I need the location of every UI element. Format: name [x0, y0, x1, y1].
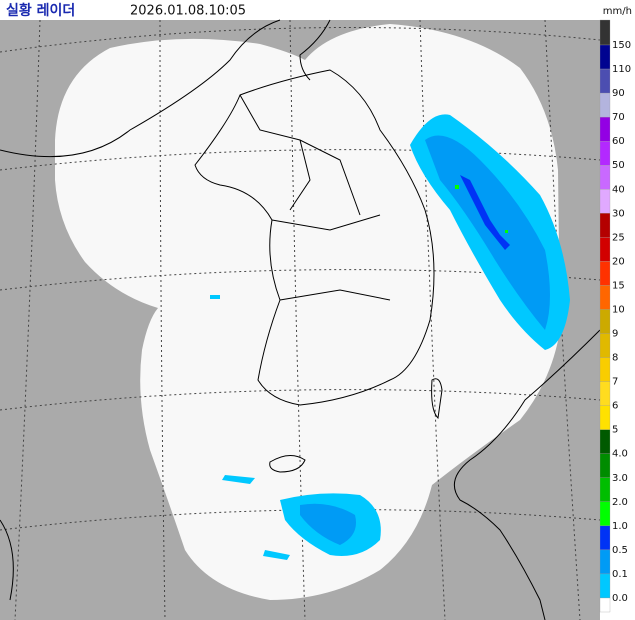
- legend-label: 25: [612, 232, 625, 243]
- legend-label: 6: [612, 401, 618, 412]
- legend-swatch: [599, 116, 611, 142]
- legend-swatch: [599, 381, 611, 406]
- legend-swatch: [599, 44, 611, 70]
- legend-label: 2.0: [612, 497, 628, 508]
- legend-label: 70: [612, 112, 625, 123]
- legend-swatch: [599, 429, 611, 454]
- legend-swatch: [599, 477, 611, 502]
- legend-swatch: [599, 237, 611, 262]
- legend-label: 10: [612, 304, 625, 315]
- legend-label: 5: [612, 425, 618, 436]
- legend-label: 40: [612, 184, 625, 195]
- legend-swatch: [599, 549, 611, 575]
- legend-swatch: [599, 19, 611, 46]
- legend-swatch: [599, 453, 611, 478]
- legend-label: 50: [612, 160, 625, 171]
- legend: 150 110 90 70 60 50 40 30 25 20 15 10 9 8 7 6 5 4.0 3.0 2.0…: [599, 19, 631, 613]
- header-bar: [0, 0, 635, 20]
- timestamp: 2026.01.08.10:05: [130, 4, 246, 19]
- legend-swatch: [599, 261, 611, 286]
- legend-label: 0.5: [612, 545, 628, 556]
- legend-unit: mm/h: [603, 6, 632, 17]
- legend-swatch: [599, 597, 611, 613]
- legend-label: 1.0: [612, 521, 628, 532]
- legend-label: 110: [612, 64, 631, 75]
- legend-swatch: [599, 501, 611, 527]
- legend-label: 4.0: [612, 449, 628, 460]
- legend-label: 20: [612, 256, 625, 267]
- legend-swatch: [599, 333, 611, 358]
- legend-swatch: [599, 92, 611, 118]
- legend-label: 150: [612, 40, 631, 51]
- legend-swatch: [599, 189, 611, 214]
- legend-swatch: [599, 165, 611, 190]
- legend-swatch: [599, 525, 611, 551]
- legend-swatch: [599, 141, 611, 166]
- legend-label: 90: [612, 88, 625, 99]
- legend-label: 3.0: [612, 473, 628, 484]
- legend-swatch: [599, 405, 611, 430]
- legend-swatch: [599, 573, 611, 599]
- rain-echoes: [210, 114, 570, 560]
- legend-swatch: [599, 285, 611, 310]
- legend-label: 8: [612, 353, 618, 364]
- legend-label: 15: [612, 280, 625, 291]
- legend-label: 30: [612, 208, 625, 219]
- legend-swatch: [599, 309, 611, 334]
- legend-label: 0.0: [612, 593, 628, 604]
- coastlines: [0, 19, 601, 620]
- title: 실황 레이더: [6, 2, 75, 19]
- legend-label: 9: [612, 329, 618, 340]
- legend-swatch: [599, 213, 611, 238]
- legend-swatch: [599, 68, 611, 94]
- legend-swatch: [599, 357, 611, 382]
- legend-label: 60: [612, 136, 625, 147]
- legend-label: 0.1: [612, 569, 628, 580]
- map: [0, 19, 601, 620]
- legend-label: 7: [612, 377, 618, 388]
